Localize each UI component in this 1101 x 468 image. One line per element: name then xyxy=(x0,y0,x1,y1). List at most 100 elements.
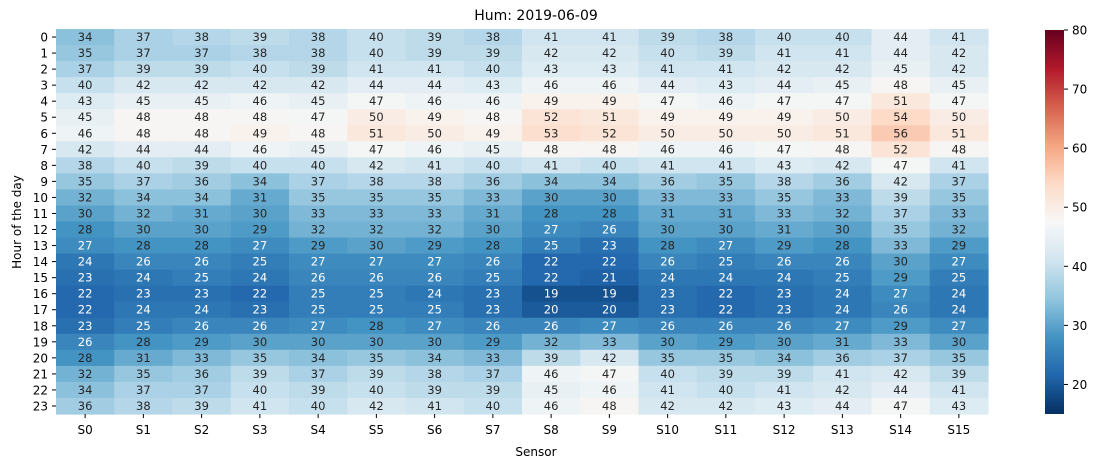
cell-value-label: 48 xyxy=(194,126,209,140)
cell-value-label: 25 xyxy=(311,303,326,317)
heatmap-cell xyxy=(56,237,115,255)
heatmap-cell xyxy=(871,173,931,191)
heatmap-cell xyxy=(755,285,814,303)
cell-value-label: 48 xyxy=(136,126,151,140)
heatmap-cell xyxy=(580,301,640,319)
cell-value-label: 32 xyxy=(311,223,326,237)
heatmap-cell xyxy=(871,301,931,319)
heatmap-cell xyxy=(871,317,931,335)
cell-value-label: 43 xyxy=(78,94,93,108)
cell-value-label: 39 xyxy=(544,351,559,365)
heatmap-cell xyxy=(696,333,756,351)
heatmap-cell xyxy=(114,269,174,287)
cell-value-label: 33 xyxy=(893,239,908,253)
heatmap-cell xyxy=(696,285,756,303)
cell-value-label: 48 xyxy=(544,142,559,156)
cell-value-label: 24 xyxy=(952,287,967,301)
heatmap-cell xyxy=(696,301,756,319)
cell-value-label: 29 xyxy=(777,239,792,253)
cell-value-label: 26 xyxy=(194,255,209,269)
cell-value-label: 38 xyxy=(194,30,209,44)
heatmap-cell xyxy=(56,141,115,158)
cell-value-label: 42 xyxy=(835,383,850,397)
cell-value-label: 47 xyxy=(369,142,384,156)
cell-value-label: 30 xyxy=(660,335,675,349)
heatmap-cell xyxy=(522,93,581,110)
heatmap-cell xyxy=(580,93,640,110)
cell-value-label: 41 xyxy=(427,399,442,413)
cell-value-label: 47 xyxy=(835,94,850,108)
heatmap-cell xyxy=(114,397,174,415)
heatmap-cell xyxy=(580,157,640,174)
cell-value-label: 28 xyxy=(660,239,675,253)
cell-value-label: 45 xyxy=(194,94,209,108)
cell-value-label: 20 xyxy=(602,303,617,317)
heatmap-cell xyxy=(56,317,115,335)
y-tick-label: 1 xyxy=(40,47,48,61)
heatmap-cell xyxy=(347,301,407,319)
heatmap-cell xyxy=(929,301,989,319)
colorbar-tick-label: 80 xyxy=(1072,24,1087,38)
cell-value-label: 27 xyxy=(893,287,908,301)
cell-value-label: 32 xyxy=(835,206,850,220)
heatmap-cell xyxy=(580,269,640,287)
cell-value-label: 41 xyxy=(253,399,268,413)
cell-value-label: 47 xyxy=(369,94,384,108)
cell-value-label: 40 xyxy=(486,62,501,76)
cell-value-label: 35 xyxy=(660,351,675,365)
cell-value-label: 41 xyxy=(660,62,675,76)
heatmap-cell xyxy=(813,93,873,110)
cell-value-label: 34 xyxy=(602,174,617,188)
heatmap-cell xyxy=(172,45,232,62)
cell-value-label: 30 xyxy=(893,255,908,269)
y-tick-label: 14 xyxy=(33,255,48,269)
cell-value-label: 45 xyxy=(136,94,151,108)
cell-value-label: 30 xyxy=(835,223,850,237)
cell-value-label: 40 xyxy=(719,383,734,397)
heatmap-cell xyxy=(638,317,698,335)
heatmap-cell xyxy=(347,205,407,223)
heatmap-cell xyxy=(813,189,873,207)
heatmap-cell xyxy=(638,221,698,239)
heatmap-cell xyxy=(522,301,581,319)
heatmap-cell xyxy=(871,45,931,62)
cell-value-label: 45 xyxy=(835,78,850,92)
cell-value-label: 31 xyxy=(660,206,675,220)
heatmap-cell xyxy=(929,93,989,110)
heatmap-cell xyxy=(230,125,290,142)
cell-value-label: 37 xyxy=(136,30,151,44)
y-tick-label: 17 xyxy=(33,303,48,317)
heatmap-cell xyxy=(813,157,873,174)
heatmap-cell xyxy=(871,285,931,303)
colorbar-tick-label: 70 xyxy=(1072,83,1087,97)
cell-value-label: 41 xyxy=(777,383,792,397)
heatmap-cell xyxy=(580,77,640,94)
heatmap-cell xyxy=(463,157,523,174)
cell-value-label: 37 xyxy=(194,383,209,397)
heatmap-cell xyxy=(522,349,581,367)
heatmap-cell xyxy=(405,349,465,367)
colorbar-gradient xyxy=(1045,30,1064,414)
heatmap-cell xyxy=(230,173,290,191)
heatmap-cell xyxy=(114,189,174,207)
heatmap-cell xyxy=(755,317,814,335)
cell-value-label: 40 xyxy=(369,46,384,60)
heatmap-cell xyxy=(56,189,115,207)
colorbar-tick-label: 20 xyxy=(1072,378,1087,392)
heatmap-cell xyxy=(522,157,581,174)
cell-value-label: 37 xyxy=(311,367,326,381)
heatmap-cell xyxy=(871,381,931,399)
heatmap-cell xyxy=(347,237,407,255)
cell-value-label: 39 xyxy=(486,46,501,60)
cell-value-label: 39 xyxy=(427,46,442,60)
heatmap-cell xyxy=(347,221,407,239)
heatmap-cell xyxy=(638,173,698,191)
heatmap-cell xyxy=(172,109,232,126)
cell-value-label: 41 xyxy=(602,30,617,44)
cell-value-label: 41 xyxy=(544,30,559,44)
heatmap-cell xyxy=(230,397,290,415)
cell-value-label: 41 xyxy=(777,46,792,60)
heatmap-cell xyxy=(230,205,290,223)
cell-value-label: 37 xyxy=(136,46,151,60)
cell-value-label: 25 xyxy=(369,303,384,317)
